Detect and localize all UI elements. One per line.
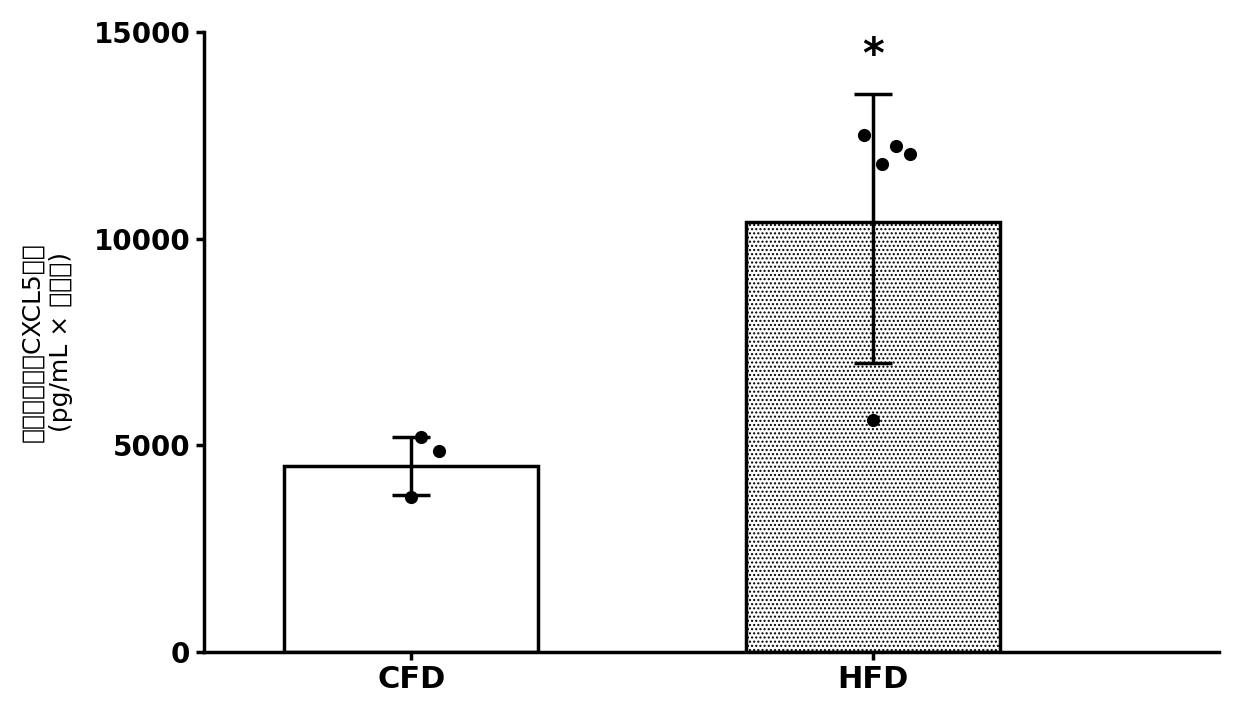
Point [402, 491, 422, 503]
Bar [284, 466, 538, 652]
Point [410, 431, 430, 443]
Point [872, 159, 892, 170]
Point [887, 140, 906, 152]
Point [900, 148, 920, 159]
Point [863, 415, 883, 426]
Text: *: * [862, 35, 884, 77]
Point [429, 445, 449, 457]
Point [854, 129, 874, 141]
Y-axis label: 经体重调节的CXCL5水平
(pg/mL × 克体重): 经体重调节的CXCL5水平 (pg/mL × 克体重) [21, 242, 73, 442]
Bar [746, 222, 999, 652]
